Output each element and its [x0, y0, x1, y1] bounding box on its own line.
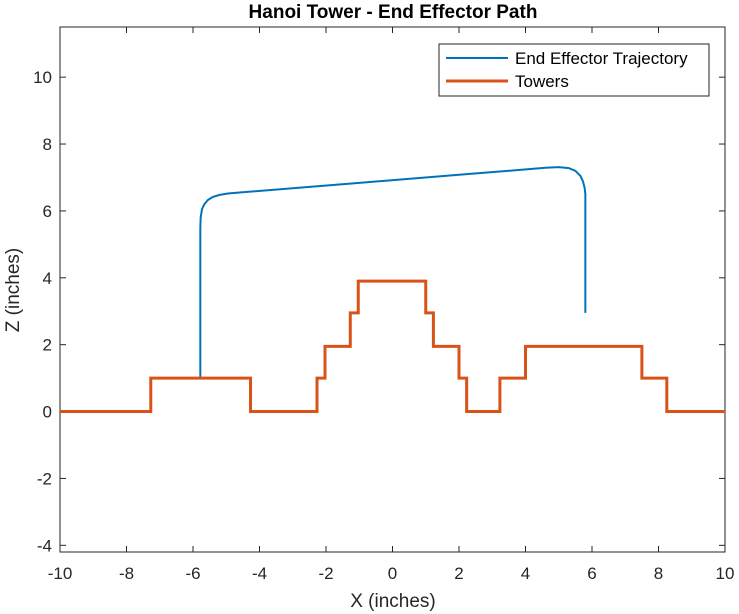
towers-line [60, 279, 725, 414]
trajectory-line [199, 166, 587, 379]
axis-ticks: -10 -8 -6 -4 -2 0 2 4 6 8 10 -4 -2 0 2 4 6 8 10 [33, 27, 734, 583]
legend: End Effector Trajectory Towers [438, 43, 710, 97]
x-tick-label: 0 [388, 564, 397, 583]
x-tick-label: 4 [521, 564, 530, 583]
plot-area [59, 26, 726, 553]
chart-title: Hanoi Tower - End Effector Path [249, 2, 538, 23]
y-tick-label: -4 [37, 536, 52, 555]
x-tick-label: 10 [716, 564, 735, 583]
x-axis-label: X (inches) [350, 591, 436, 612]
legend-label-towers: Towers [515, 72, 569, 91]
y-tick-label: 0 [43, 403, 52, 422]
y-tick-label: 6 [43, 202, 52, 221]
y-tick-label: 10 [33, 68, 52, 87]
y-axis-label: Z (inches) [3, 248, 24, 332]
series-lines [60, 166, 725, 414]
x-tick-label: 8 [654, 564, 663, 583]
y-tick-label: -2 [37, 469, 52, 488]
x-tick-label: 2 [454, 564, 463, 583]
x-tick-label: -4 [252, 564, 267, 583]
x-tick-label: -8 [119, 564, 134, 583]
legend-label-trajectory: End Effector Trajectory [515, 49, 688, 68]
x-tick-label: -10 [48, 564, 73, 583]
x-tick-label: -2 [318, 564, 333, 583]
legend-box [438, 43, 710, 97]
x-tick-label: 6 [587, 564, 596, 583]
y-tick-label: 4 [43, 269, 52, 288]
y-tick-label: 8 [43, 135, 52, 154]
x-tick-label: -6 [185, 564, 200, 583]
y-tick-label: 2 [43, 336, 52, 355]
